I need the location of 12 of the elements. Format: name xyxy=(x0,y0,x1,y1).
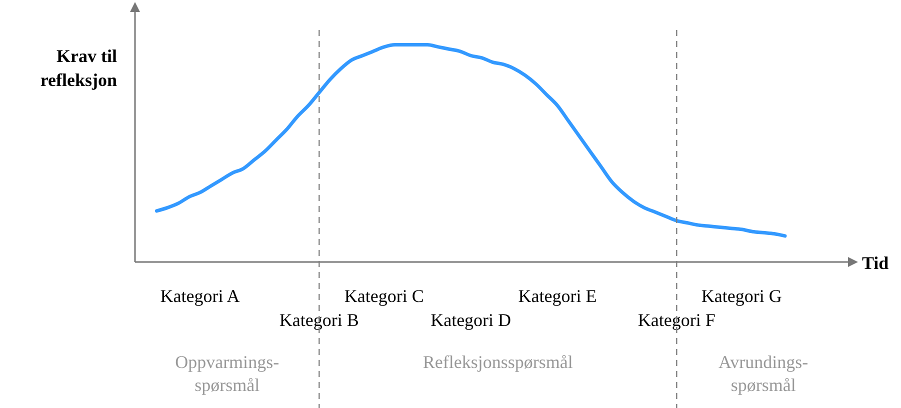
x-tick-label: Kategori A xyxy=(160,286,240,306)
x-tick-label: Kategori G xyxy=(701,286,782,306)
text: Refleksjonsspørsmål xyxy=(422,352,573,372)
x-tick-label: Kategori B xyxy=(279,310,359,330)
x-tick-label: Kategori C xyxy=(344,286,424,306)
text: Avrundings- spørsmål xyxy=(718,352,808,395)
x-tick-label: Kategori F xyxy=(638,310,716,330)
x-tick-label: Kategori E xyxy=(518,286,597,306)
text: Oppvarmings- spørsmål xyxy=(175,352,280,395)
y-axis-title: Krav til refleksjon xyxy=(40,46,117,90)
x-tick-label: Kategori D xyxy=(430,310,512,330)
x-axis-title: Tid xyxy=(862,253,889,273)
